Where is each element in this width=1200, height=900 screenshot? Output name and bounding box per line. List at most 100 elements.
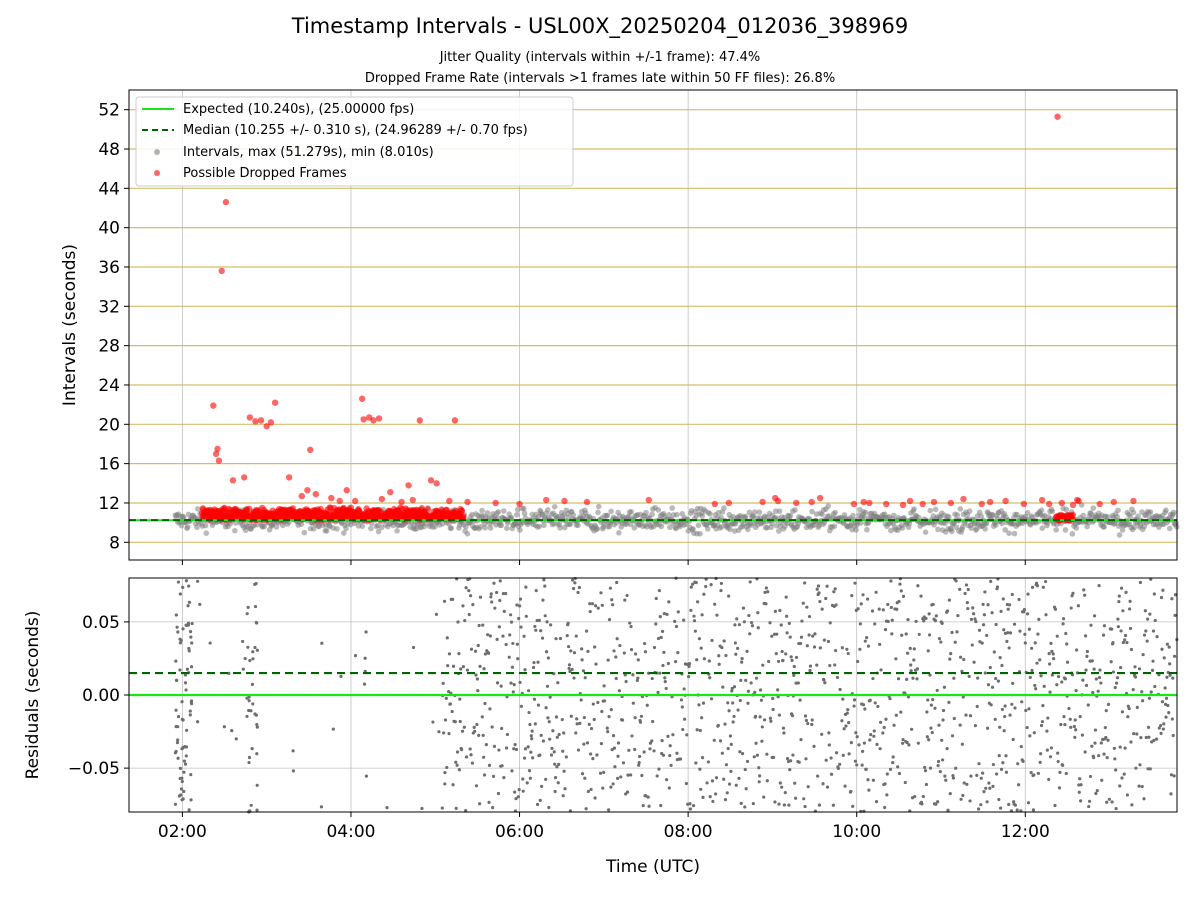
- residual-point: [487, 763, 492, 767]
- dropped-frame-point: [375, 415, 383, 422]
- residual-point: [475, 722, 479, 727]
- residual-point: [936, 759, 941, 764]
- residual-point: [901, 594, 906, 598]
- residual-point: [1032, 773, 1036, 777]
- residual-point: [445, 765, 449, 770]
- residual-point: [518, 597, 523, 601]
- residual-point: [575, 717, 579, 721]
- residual-point: [446, 689, 451, 694]
- residual-point: [504, 746, 509, 750]
- residual-point: [759, 698, 764, 702]
- residual-point: [510, 665, 515, 669]
- residual-point: [633, 652, 638, 656]
- dropped-frame-point: [328, 494, 335, 502]
- residual-point: [982, 613, 987, 617]
- residual-point: [1051, 652, 1055, 656]
- residual-point: [794, 655, 799, 660]
- residual-point: [810, 718, 814, 722]
- residual-point: [571, 578, 575, 582]
- residual-point: [1116, 617, 1120, 621]
- residual-point: [474, 673, 478, 677]
- residual-point: [746, 701, 750, 705]
- residual-point: [834, 751, 839, 755]
- residual-point: [1146, 617, 1150, 621]
- dropped-frame-point: [947, 499, 955, 507]
- residual-point: [874, 800, 879, 804]
- residual-point: [928, 673, 932, 677]
- residual-point: [554, 715, 559, 719]
- dropped-frame-point: [460, 513, 467, 520]
- residual-point: [517, 616, 521, 621]
- residual-point: [988, 665, 992, 670]
- residual-point: [253, 712, 257, 716]
- residuals-y-tick-label: 0.00: [82, 686, 120, 706]
- residual-point: [590, 602, 595, 606]
- residual-point: [743, 767, 747, 772]
- residual-point: [990, 611, 994, 615]
- legend-median-label: Median (10.255 +/- 0.310 s), (24.96289 +…: [183, 123, 528, 138]
- residual-point: [539, 629, 543, 633]
- residual-point: [1128, 626, 1133, 631]
- residual-point: [1074, 648, 1079, 652]
- residual-point: [1007, 646, 1011, 650]
- residual-point: [892, 723, 896, 727]
- dropped-frame-point: [267, 419, 275, 426]
- interval-point: [1038, 507, 1045, 513]
- residual-point: [551, 729, 555, 733]
- residual-point: [247, 699, 251, 703]
- residual-point: [623, 598, 627, 602]
- interval-point: [631, 524, 638, 531]
- dropped-frame-point: [218, 267, 225, 275]
- residual-point: [740, 752, 745, 756]
- residual-point: [981, 623, 986, 627]
- interval-point: [949, 528, 955, 535]
- interval-point: [1115, 507, 1121, 514]
- residual-point: [712, 738, 716, 742]
- residual-point: [186, 604, 190, 608]
- residual-point: [492, 744, 497, 748]
- residual-point: [1171, 676, 1175, 680]
- interval-point: [202, 522, 209, 529]
- residual-point: [709, 697, 714, 701]
- residual-point: [803, 804, 807, 809]
- residual-point: [994, 772, 999, 776]
- residual-point: [974, 619, 978, 624]
- residual-point: [1155, 737, 1159, 741]
- intervals-x-ticks: [181, 560, 1026, 565]
- residual-point: [501, 634, 505, 638]
- residual-point: [1168, 673, 1172, 677]
- residual-point: [461, 664, 466, 669]
- interval-point: [482, 524, 488, 531]
- residual-point: [915, 667, 920, 671]
- residual-point: [507, 655, 511, 659]
- dropped-frame-point: [370, 417, 377, 424]
- residual-point: [602, 684, 606, 688]
- residual-point: [849, 789, 853, 794]
- residual-point: [784, 595, 788, 599]
- residual-point: [816, 584, 821, 588]
- residual-point: [951, 776, 956, 780]
- interval-point: [1114, 514, 1121, 520]
- residual-point: [468, 594, 473, 598]
- residual-point: [1063, 677, 1067, 681]
- residual-point: [1097, 754, 1101, 758]
- residual-point: [542, 578, 546, 582]
- residual-point: [896, 677, 901, 681]
- residual-point: [510, 769, 514, 773]
- residuals-x-tick-label: 06:00: [495, 822, 544, 842]
- residual-point: [1002, 628, 1006, 632]
- residual-point: [714, 576, 718, 581]
- residual-point: [865, 597, 870, 601]
- residual-point: [486, 633, 490, 637]
- residual-point: [824, 596, 828, 601]
- residual-point: [964, 713, 968, 717]
- dropped-frame-point: [816, 494, 824, 502]
- residual-point: [709, 583, 713, 587]
- residual-point: [912, 647, 916, 651]
- residual-point: [546, 656, 550, 660]
- residual-point: [546, 716, 550, 720]
- residual-point: [583, 676, 587, 680]
- interval-point: [375, 528, 382, 535]
- dropped-frame-point: [246, 505, 253, 513]
- residual-point: [621, 761, 626, 765]
